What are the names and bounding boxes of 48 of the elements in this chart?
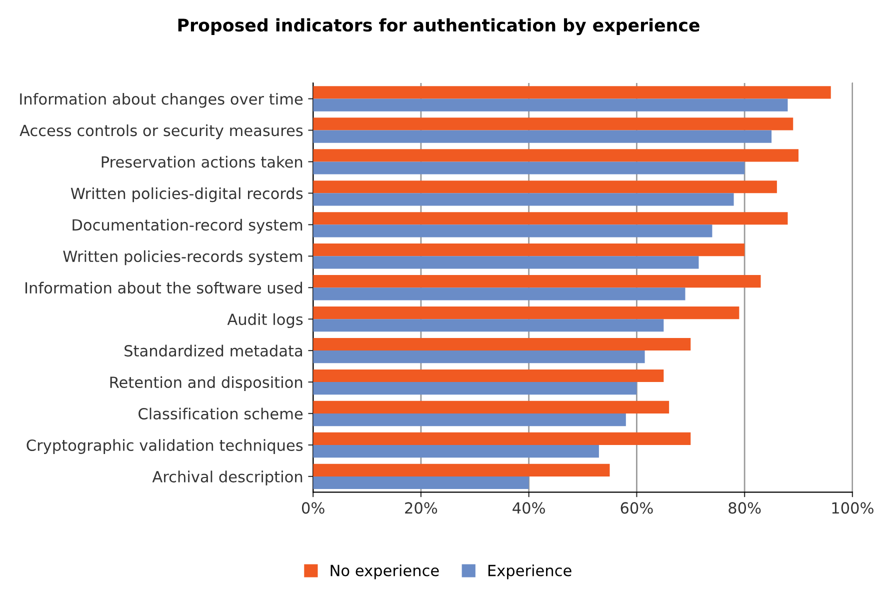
bar — [313, 464, 610, 476]
x-tick-label: 60% — [620, 502, 653, 514]
y-tick-label: Archival description — [152, 470, 302, 486]
bar — [313, 444, 599, 458]
bar — [313, 382, 637, 395]
x-tick-label: 40% — [512, 502, 545, 514]
bar — [313, 224, 712, 238]
bar — [313, 275, 761, 288]
x-tick-label: 80% — [728, 502, 761, 514]
x-tick-label: 20% — [405, 502, 438, 514]
y-tick-label: Documentation-record system — [72, 218, 302, 234]
y-tick-label: Information about changes over time — [20, 92, 303, 108]
bar — [313, 432, 691, 445]
y-tick-label: Preservation actions taken — [102, 156, 302, 168]
bar — [313, 338, 691, 351]
y-tick-label: Audit logs — [227, 313, 303, 328]
x-tick-label: 0% — [302, 502, 324, 514]
y-tick-label: Written policies-digital records — [70, 187, 303, 202]
bar — [313, 288, 686, 300]
x-tick-label: 100% — [832, 502, 874, 514]
y-tick-label: Classification scheme — [138, 408, 303, 420]
bar — [313, 319, 664, 332]
y-tick-label: Retention and disposition — [110, 376, 302, 392]
bar — [313, 369, 664, 382]
chart-title: Proposed indicators for authentication by experience — [178, 18, 700, 36]
bar — [313, 414, 626, 426]
bar — [313, 130, 772, 143]
bar — [313, 180, 777, 194]
bar — [313, 476, 529, 490]
legend-label: Experience — [488, 564, 572, 580]
bar — [313, 193, 734, 206]
legend-label: No experience — [330, 564, 439, 580]
bar — [313, 162, 745, 174]
y-tick-label: Standardized metadata — [124, 344, 302, 357]
bar — [313, 149, 799, 162]
bar — [313, 256, 699, 269]
bar — [313, 212, 788, 225]
y-tick-label: Written policies-records system — [63, 250, 302, 266]
y-tick-label: Information about the software used — [26, 282, 302, 294]
bar — [313, 306, 740, 320]
bar — [313, 118, 794, 130]
y-tick-label: Cryptographic validation techniques — [26, 439, 303, 454]
bar — [313, 86, 831, 99]
bar — [313, 98, 788, 112]
bar — [313, 350, 645, 364]
bar — [313, 400, 670, 414]
bar — [313, 244, 745, 256]
y-tick-label: Access controls or security measures — [20, 124, 303, 140]
